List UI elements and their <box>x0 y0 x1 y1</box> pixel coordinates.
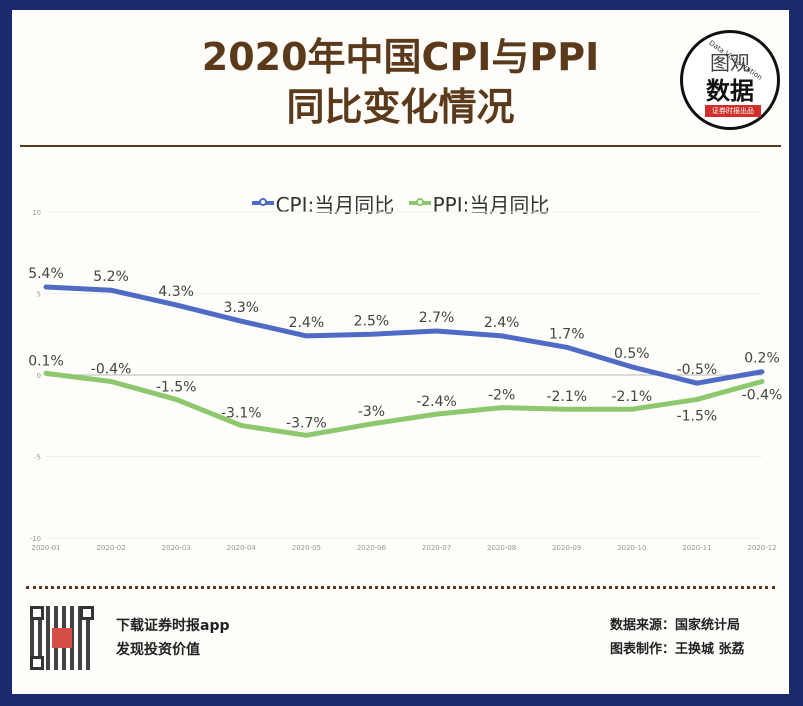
data-label-cpi: 5.2% <box>93 269 129 285</box>
footer-divider <box>26 586 775 589</box>
y-tick-label: -5 <box>34 454 41 462</box>
logo-line-1: 图观 <box>710 51 750 75</box>
x-tick-label: 2020-08 <box>487 544 516 552</box>
x-tick-label: 2020-12 <box>747 544 776 552</box>
title-line-1: 2020年中国CPI与PPI <box>201 35 600 79</box>
x-tick-label: 2020-07 <box>422 544 451 552</box>
qr-code <box>30 606 94 670</box>
data-label-ppi: 0.1% <box>28 353 64 369</box>
data-label-cpi: -0.5% <box>677 362 718 378</box>
qr-corner <box>30 606 44 620</box>
data-label-ppi: -1.5% <box>677 408 718 424</box>
x-tick-label: 2020-05 <box>292 544 321 552</box>
x-tick-label: 2020-10 <box>617 544 646 552</box>
x-tick-label: 2020-11 <box>682 544 711 552</box>
title-divider <box>20 145 781 147</box>
data-label-cpi: 5.4% <box>28 266 64 282</box>
download-text: 下载证券时报app <box>116 618 230 634</box>
title-line-2: 同比变化情况 <box>286 85 515 129</box>
x-tick-label: 2020-06 <box>357 544 387 552</box>
logo-line-2: 数据 <box>706 77 754 105</box>
qr-corner <box>80 606 94 620</box>
y-tick-label: -10 <box>30 535 41 543</box>
data-label-cpi: 2.4% <box>484 315 520 331</box>
logo-tag: 证券时报出品 <box>705 105 761 117</box>
data-label-ppi: -3.7% <box>286 415 327 431</box>
data-label-cpi: 2.5% <box>354 313 390 329</box>
page-title: 2020年中国CPI与PPI 同比变化情况 <box>12 32 789 132</box>
x-tick-label: 2020-01 <box>31 544 60 552</box>
y-tick-label: 10 <box>32 209 41 217</box>
brand-logo: 图观 数据 证券时报出品 Data Visualization <box>680 30 780 130</box>
data-label-ppi: -3% <box>358 404 385 420</box>
legend-marker-ppi <box>408 198 431 206</box>
qr-seal-icon <box>52 628 72 648</box>
data-label-ppi: -2.1% <box>612 389 653 405</box>
x-tick-label: 2020-03 <box>162 544 191 552</box>
y-tick-label: 5 <box>37 291 41 299</box>
footer-credits: 数据来源：国家统计局 图表制作：王换城 张荔 <box>610 614 745 662</box>
data-label-ppi: -0.4% <box>91 362 132 378</box>
data-label-cpi: 2.4% <box>289 315 325 331</box>
credit-text: 图表制作：王换城 张荔 <box>610 642 745 657</box>
footer-promo: 下载证券时报app 发现投资价值 <box>116 614 230 662</box>
x-tick-label: 2020-02 <box>96 544 125 552</box>
data-label-ppi: -0.4% <box>742 388 783 404</box>
data-label-cpi: 1.7% <box>549 326 585 342</box>
data-label-ppi: -3.1% <box>221 406 262 422</box>
data-label-cpi: 0.2% <box>744 351 780 367</box>
x-tick-label: 2020-04 <box>227 544 257 552</box>
series-line-cpi <box>43 284 765 386</box>
series-line-ppi <box>43 370 765 438</box>
data-label-ppi: -2.1% <box>546 389 587 405</box>
qr-corner <box>30 656 44 670</box>
data-label-ppi: -2.4% <box>416 394 457 410</box>
slogan-text: 发现投资价值 <box>116 642 200 658</box>
source-text: 数据来源：国家统计局 <box>610 618 741 633</box>
data-label-cpi: 0.5% <box>614 346 650 362</box>
data-label-ppi: -1.5% <box>156 379 197 395</box>
legend-marker-cpi <box>251 198 274 206</box>
y-tick-label: 0 <box>37 372 41 380</box>
data-label-cpi: 2.7% <box>419 310 455 326</box>
data-label-cpi: 3.3% <box>223 300 259 316</box>
data-label-cpi: 4.3% <box>158 284 194 300</box>
infographic-card: 2020年中国CPI与PPI 同比变化情况 图观 数据 证券时报出品 Data … <box>12 10 789 694</box>
x-tick-label: 2020-09 <box>552 544 581 552</box>
data-label-ppi: -2% <box>488 388 515 404</box>
